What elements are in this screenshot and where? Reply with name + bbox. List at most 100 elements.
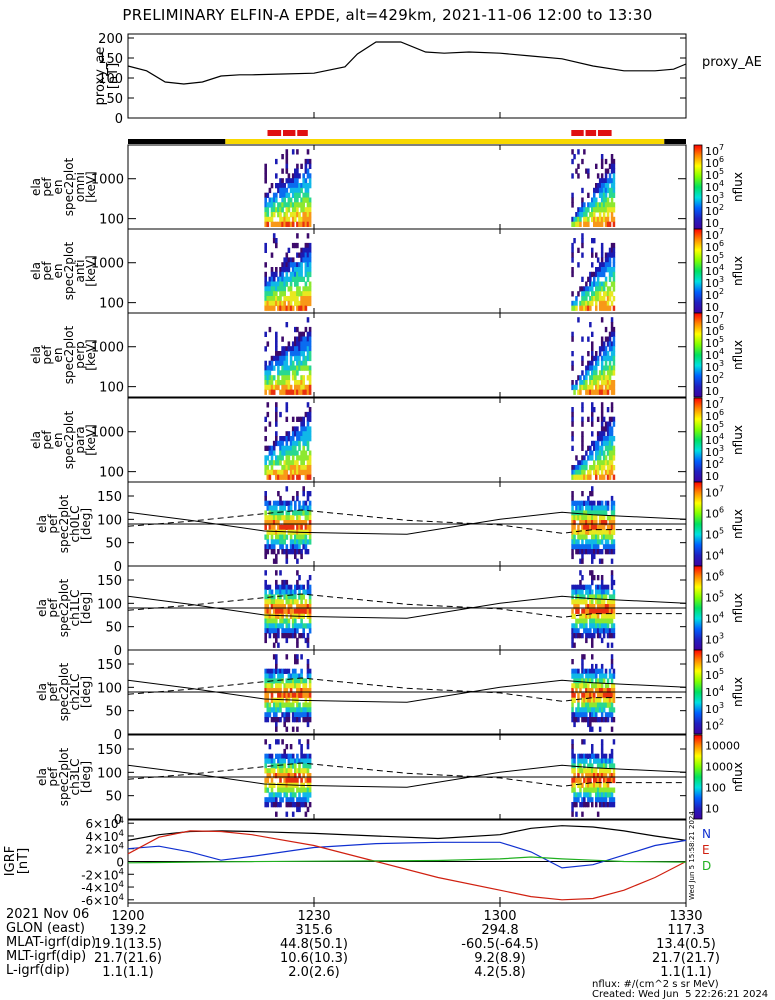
igrf-ytick-label: -4×104: [81, 880, 124, 895]
panel-ylabel: elapefspec2plotch0LC[deg]: [35, 494, 93, 553]
colorbar-tick-label: 104: [705, 548, 724, 563]
anti-loss-cone-line: [127, 677, 686, 702]
colorbar-tick-label: 105: [705, 335, 724, 350]
colorbar-tick-label: 104: [705, 684, 724, 699]
pitch-ytick-label: 0: [114, 813, 122, 828]
footer-value: 1330: [669, 909, 702, 924]
colorbar-label: nflux: [731, 256, 745, 286]
proxy-ae-legend: proxy_AE: [702, 55, 762, 70]
colorbar-label: nflux: [731, 509, 745, 539]
colorbar: [693, 144, 703, 230]
colorbar: [693, 228, 703, 314]
footer-value: 19.1(13.5): [94, 937, 162, 952]
igrf-legend-e: E: [702, 843, 710, 857]
energy-ytick-label: 1000: [91, 173, 124, 188]
science-zone-marker: [597, 130, 612, 136]
colorbar-tick-label: 107: [705, 143, 724, 158]
nflux-units-note: nflux: #/(cm^2 s sr MeV): [592, 979, 719, 990]
pitch-ytick-label: 50: [105, 790, 122, 805]
footer-value: 2.0(2.6): [288, 965, 340, 980]
igrf-stamp: Wed Jun 5 15:58:21 2024: [688, 811, 696, 900]
proxy-ae-ytick-label: 200: [98, 32, 123, 47]
panel-ylabel: elapefenspec2plotpara[keV]: [29, 410, 98, 469]
colorbar: [693, 734, 703, 820]
proxy-ae-line: [127, 41, 687, 85]
energy-ytick-label: 100: [99, 213, 124, 228]
colorbar-tick-label: 10: [705, 301, 719, 314]
igrf-ytick-label: -6×104: [81, 893, 124, 908]
colorbar-tick-label: 103: [705, 701, 724, 716]
colorbar-tick-label: 103: [705, 632, 724, 647]
igrf-north-line: [127, 839, 687, 869]
colorbar-tick-label: 105: [705, 251, 724, 266]
footer-value: 13.4(0.5): [656, 937, 716, 952]
panel-ylabel: elapefenspec2plotomni[keV]: [29, 157, 98, 216]
colorbar-label: nflux: [731, 425, 745, 455]
footer-value: 21.7(21.7): [652, 951, 720, 966]
energy-ytick-label: 100: [99, 297, 124, 312]
pitch-ytick-label: 100: [97, 766, 122, 781]
footer-label-mlat: MLAT-igrf(dip): [6, 935, 97, 950]
anti-loss-cone-line: [127, 509, 686, 534]
colorbar-tick-label: 105: [705, 420, 724, 435]
science-zone-marker: [571, 130, 584, 136]
colorbar-tick-label: 105: [705, 590, 724, 605]
science-zone-bar: [225, 139, 665, 144]
pitch-ytick-label: 150: [97, 574, 122, 589]
colorbar-tick-label: 102: [705, 456, 724, 471]
colorbar: [693, 397, 703, 483]
igrf-ytick-label: 4×104: [86, 829, 124, 844]
colorbar-tick-label: 10: [705, 385, 719, 398]
energy-ytick-label: 1000: [91, 257, 124, 272]
science-zone-marker: [283, 130, 296, 136]
colorbar-tick-label: 104: [705, 263, 724, 278]
footer-value: 1300: [483, 909, 516, 924]
footer-value: 139.2: [109, 923, 146, 938]
spectrogram-data: [264, 317, 616, 395]
proxy-ae-ytick-label: 100: [98, 72, 123, 87]
colorbar-tick-label: 106: [705, 408, 724, 423]
panel-ylabel: elapefspec2plotch1LC[deg]: [35, 578, 93, 637]
colorbar-tick-label: 107: [705, 485, 724, 500]
energy-ytick-label: 100: [99, 466, 124, 481]
colorbar-tick-label: 104: [705, 347, 724, 362]
footer-value: 21.7(21.6): [94, 951, 162, 966]
colorbar-tick-label: 103: [705, 444, 724, 459]
spectrogram-data: [264, 149, 616, 227]
pitch-ytick-label: 50: [105, 621, 122, 636]
proxy-ae-ytick-label: 50: [106, 92, 123, 107]
igrf-east-line: [127, 830, 687, 901]
colorbar-tick-label: 103: [705, 191, 724, 206]
colorbar-tick-label: 102: [705, 203, 724, 218]
colorbar-tick-label: 10000: [705, 740, 740, 753]
colorbar-tick-label: 10: [705, 470, 719, 483]
colorbar-tick-label: 102: [705, 287, 724, 302]
footer-label-mlt: MLT-igrf(dip): [6, 949, 87, 964]
pitch-ytick-label: 0: [114, 644, 122, 659]
colorbar-tick-label: 107: [705, 227, 724, 242]
pitch-ytick-label: 150: [97, 658, 122, 673]
colorbar: [693, 481, 703, 567]
igrf-legend-d: D: [702, 859, 711, 873]
proxy-ae-frame: [127, 33, 687, 119]
colorbar-tick-label: 107: [705, 396, 724, 411]
footer-value: 117.3: [667, 923, 704, 938]
pitch-ytick-label: 100: [97, 597, 122, 612]
panel-ylabel: elapefspec2plotch2LC[deg]: [35, 662, 93, 721]
loss-cone-line: [127, 511, 687, 535]
colorbar-label: nflux: [731, 172, 745, 202]
colorbar-label: nflux: [731, 677, 745, 707]
colorbar: [693, 565, 703, 651]
anti-loss-cone-line: [127, 593, 686, 618]
footer-value: 1.1(1.1): [660, 965, 712, 980]
colorbar-tick-label: 106: [705, 506, 724, 521]
footer-value: 4.2(5.8): [474, 965, 526, 980]
footer-value: 1230: [297, 909, 330, 924]
pitch-ytick-label: 50: [105, 705, 122, 720]
igrf-legend-n: N: [702, 827, 711, 841]
colorbar-tick-label: 100: [705, 782, 726, 795]
footer-value: 315.6: [295, 923, 332, 938]
igrf-ytick-label: -2×104: [81, 867, 124, 882]
colorbar-tick-label: 102: [705, 718, 724, 733]
